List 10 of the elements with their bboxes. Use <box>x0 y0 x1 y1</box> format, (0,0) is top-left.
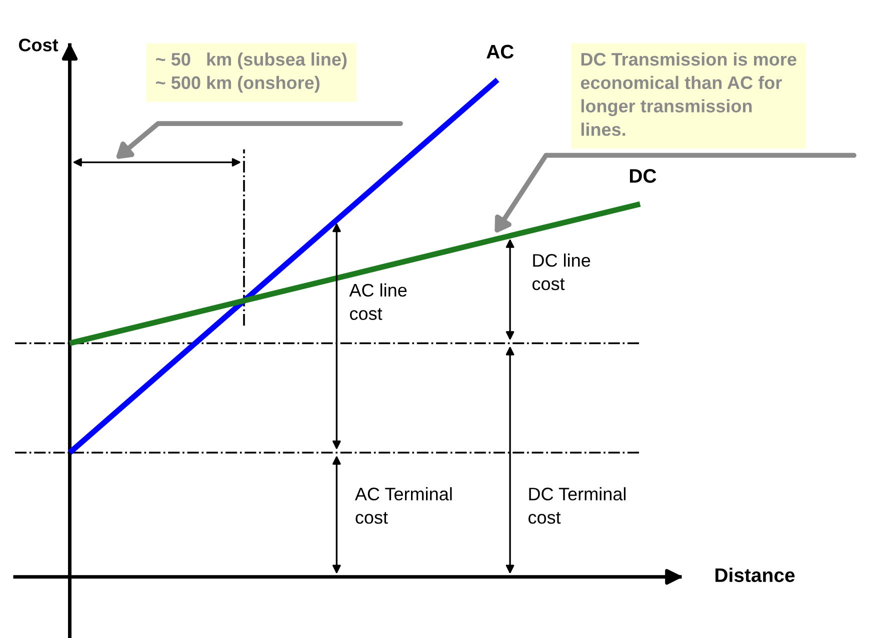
series-label: AC <box>486 44 514 59</box>
annotation: ~ 50 km (subsea line) ~ 500 km (onshore) <box>156 52 347 93</box>
annotation: DC line cost <box>532 254 590 290</box>
annotation: DC Terminal cost <box>528 487 626 524</box>
y-axis-title: Cost <box>18 38 58 52</box>
annotation: DC Transmission is more economical than AC for longer transmission lines. <box>580 52 796 136</box>
x-axis-title: Distance <box>716 568 795 582</box>
series-label: DC <box>630 169 656 183</box>
annotation: AC line cost <box>349 283 407 320</box>
annotation: AC Terminal cost <box>354 487 452 524</box>
